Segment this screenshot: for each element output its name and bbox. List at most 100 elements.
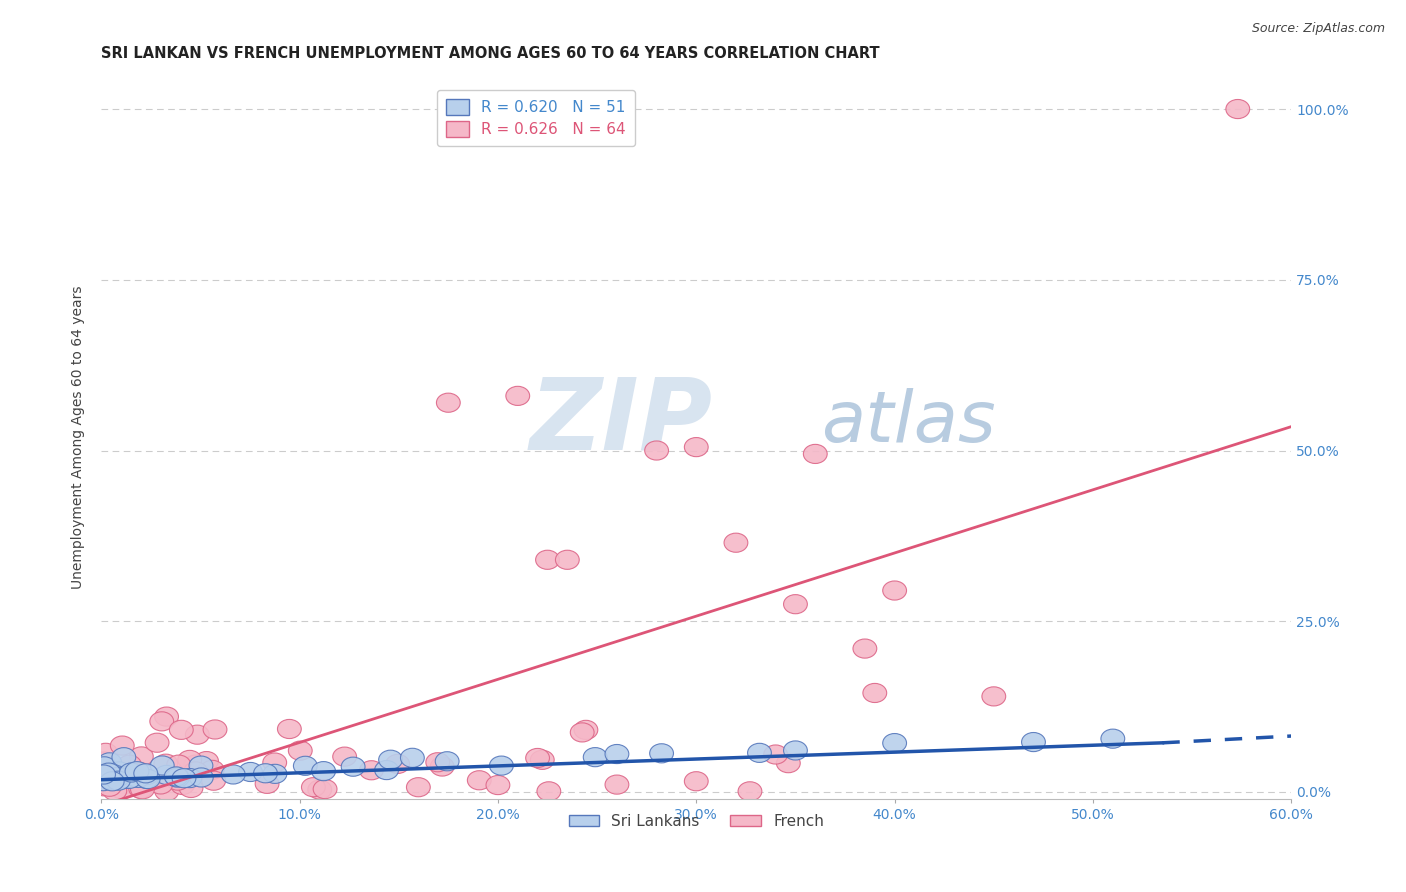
Ellipse shape xyxy=(378,750,402,769)
Ellipse shape xyxy=(254,774,278,793)
Ellipse shape xyxy=(170,775,194,795)
Ellipse shape xyxy=(91,775,115,794)
Ellipse shape xyxy=(253,764,277,783)
Ellipse shape xyxy=(194,752,218,771)
Ellipse shape xyxy=(263,753,287,772)
Ellipse shape xyxy=(97,777,121,797)
Ellipse shape xyxy=(179,779,202,797)
Ellipse shape xyxy=(406,778,430,797)
Ellipse shape xyxy=(574,721,598,739)
Ellipse shape xyxy=(112,747,136,767)
Ellipse shape xyxy=(179,769,201,788)
Ellipse shape xyxy=(91,772,115,790)
Ellipse shape xyxy=(374,761,398,780)
Ellipse shape xyxy=(883,733,907,753)
Ellipse shape xyxy=(149,775,173,794)
Ellipse shape xyxy=(188,756,212,775)
Ellipse shape xyxy=(360,761,384,780)
Ellipse shape xyxy=(489,756,513,775)
Ellipse shape xyxy=(430,757,454,776)
Ellipse shape xyxy=(153,754,177,773)
Ellipse shape xyxy=(583,747,607,767)
Ellipse shape xyxy=(202,720,226,739)
Ellipse shape xyxy=(783,595,807,614)
Legend: Sri Lankans, French: Sri Lankans, French xyxy=(562,807,830,835)
Ellipse shape xyxy=(100,772,124,791)
Ellipse shape xyxy=(221,765,245,784)
Ellipse shape xyxy=(763,745,787,764)
Ellipse shape xyxy=(134,764,157,783)
Text: ZIP: ZIP xyxy=(530,374,713,471)
Ellipse shape xyxy=(112,769,136,789)
Ellipse shape xyxy=(1022,732,1046,752)
Ellipse shape xyxy=(98,753,121,772)
Ellipse shape xyxy=(135,769,159,789)
Ellipse shape xyxy=(120,763,143,782)
Ellipse shape xyxy=(184,755,208,774)
Ellipse shape xyxy=(117,769,141,789)
Ellipse shape xyxy=(177,750,201,770)
Ellipse shape xyxy=(103,781,127,800)
Ellipse shape xyxy=(104,770,128,789)
Ellipse shape xyxy=(111,775,135,794)
Ellipse shape xyxy=(100,769,124,789)
Ellipse shape xyxy=(135,765,159,785)
Ellipse shape xyxy=(883,581,907,600)
Ellipse shape xyxy=(107,762,131,781)
Ellipse shape xyxy=(172,769,195,788)
Ellipse shape xyxy=(981,687,1005,706)
Ellipse shape xyxy=(136,770,160,789)
Ellipse shape xyxy=(145,733,169,752)
Ellipse shape xyxy=(129,747,153,766)
Ellipse shape xyxy=(555,550,579,569)
Ellipse shape xyxy=(294,756,318,775)
Ellipse shape xyxy=(277,720,301,739)
Text: Source: ZipAtlas.com: Source: ZipAtlas.com xyxy=(1251,22,1385,36)
Ellipse shape xyxy=(342,757,366,776)
Ellipse shape xyxy=(783,741,807,760)
Ellipse shape xyxy=(129,763,153,782)
Ellipse shape xyxy=(650,744,673,763)
Ellipse shape xyxy=(1101,729,1125,748)
Ellipse shape xyxy=(314,780,337,798)
Ellipse shape xyxy=(526,748,550,767)
Ellipse shape xyxy=(685,438,709,457)
Ellipse shape xyxy=(738,781,762,801)
Ellipse shape xyxy=(91,752,115,771)
Ellipse shape xyxy=(166,771,190,790)
Ellipse shape xyxy=(184,762,208,781)
Y-axis label: Unemployment Among Ages 60 to 64 years: Unemployment Among Ages 60 to 64 years xyxy=(72,285,86,589)
Ellipse shape xyxy=(288,741,312,760)
Ellipse shape xyxy=(239,763,263,781)
Ellipse shape xyxy=(127,768,150,788)
Ellipse shape xyxy=(107,767,131,787)
Ellipse shape xyxy=(645,441,668,460)
Ellipse shape xyxy=(571,723,595,742)
Ellipse shape xyxy=(111,736,134,756)
Ellipse shape xyxy=(166,768,190,787)
Ellipse shape xyxy=(96,758,120,777)
Ellipse shape xyxy=(426,753,450,772)
Ellipse shape xyxy=(186,725,209,744)
Ellipse shape xyxy=(685,772,709,791)
Ellipse shape xyxy=(1226,100,1250,119)
Ellipse shape xyxy=(101,770,125,789)
Ellipse shape xyxy=(605,745,628,764)
Ellipse shape xyxy=(97,763,121,782)
Ellipse shape xyxy=(401,748,425,767)
Ellipse shape xyxy=(118,756,141,774)
Ellipse shape xyxy=(110,780,134,799)
Ellipse shape xyxy=(101,762,125,780)
Ellipse shape xyxy=(100,770,124,789)
Ellipse shape xyxy=(724,533,748,552)
Ellipse shape xyxy=(333,747,357,766)
Ellipse shape xyxy=(165,767,188,786)
Ellipse shape xyxy=(100,772,124,791)
Ellipse shape xyxy=(863,683,887,703)
Ellipse shape xyxy=(94,743,118,763)
Ellipse shape xyxy=(155,707,179,726)
Text: atlas: atlas xyxy=(821,388,995,457)
Ellipse shape xyxy=(486,775,510,795)
Ellipse shape xyxy=(436,393,460,412)
Ellipse shape xyxy=(155,765,179,784)
